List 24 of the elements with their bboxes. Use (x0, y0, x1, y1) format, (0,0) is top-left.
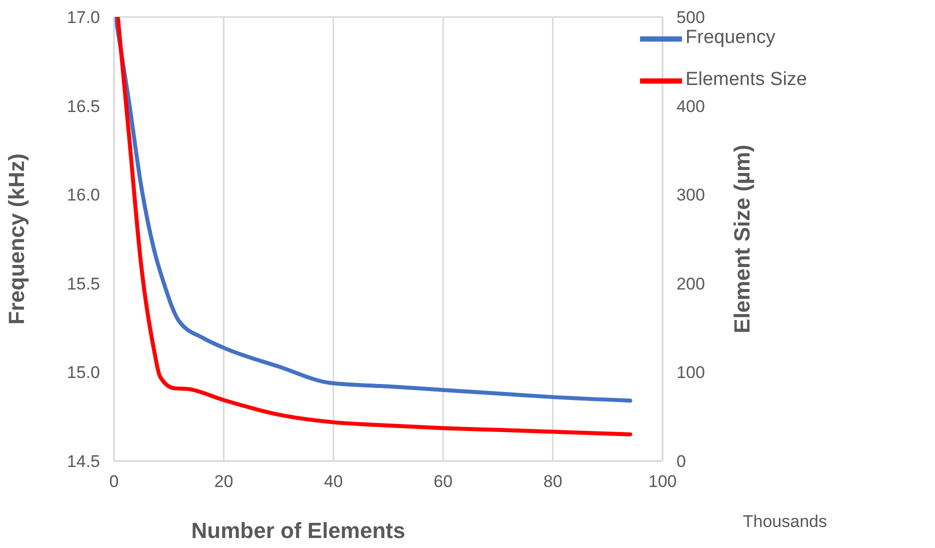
y2-tick-label: 100 (676, 363, 705, 382)
x-tick-label: 0 (109, 472, 119, 492)
y-tick-label: 17.0 (66, 8, 100, 28)
y2-tick-label: 200 (676, 274, 705, 294)
x-tick-label: 80 (543, 472, 562, 492)
x-tick-label: 60 (434, 472, 453, 492)
x-tick-label: 40 (324, 472, 343, 492)
text: Thousands (742, 512, 827, 532)
y2-tick-label: 500 (676, 8, 705, 28)
x-axis-title: Number of Elements (191, 518, 406, 543)
y2-axis-title: Element Size (µm) (729, 144, 754, 334)
y-tick-label: 14.5 (66, 452, 100, 472)
y2-tick-label: 0 (676, 452, 686, 472)
y-axis-title: Frequency (kHz) (4, 153, 29, 325)
y2-tick-label: 400 (676, 96, 705, 116)
y-tick-label: 16.0 (66, 186, 100, 205)
y-tick-label: 15.0 (66, 363, 100, 382)
x-tick-label: 100 (648, 472, 677, 492)
y2-tick-label: 300 (676, 186, 705, 205)
y-tick-label: 15.5 (66, 274, 100, 294)
y-tick-label: 16.5 (66, 96, 100, 116)
x-tick-label: 20 (214, 472, 234, 492)
legend-label: Elements Size (686, 69, 807, 90)
legend-label: Frequency (686, 27, 776, 48)
